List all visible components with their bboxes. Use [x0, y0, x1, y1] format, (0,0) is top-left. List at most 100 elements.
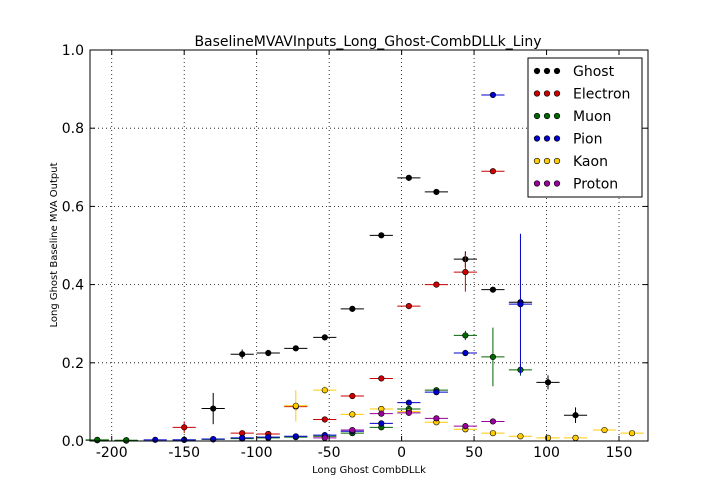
legend-entry-muon: Muon	[533, 109, 611, 125]
legend-label: Electron	[573, 87, 630, 103]
legend-marker	[553, 157, 561, 165]
x-tick-label: -100	[241, 445, 273, 461]
data-point	[544, 434, 552, 441]
data-point	[489, 91, 497, 99]
data-point	[292, 402, 299, 409]
y-tick-label: 0.6	[62, 199, 84, 215]
data-point	[572, 412, 579, 419]
x-tick-label: -200	[96, 445, 128, 461]
x-tick-label: 0	[397, 445, 406, 461]
legend-marker	[543, 157, 551, 165]
data-point	[321, 334, 328, 341]
legend-marker	[553, 112, 561, 120]
legend-marker	[533, 112, 541, 120]
data-point	[292, 345, 299, 352]
data-point	[321, 434, 328, 441]
legend-marker	[533, 157, 541, 165]
data-point	[265, 433, 272, 441]
data-point	[462, 332, 469, 339]
x-tick-label: 50	[465, 445, 483, 461]
y-tick-label: 0.2	[62, 356, 84, 372]
data-point	[239, 351, 246, 358]
legend-label: Muon	[573, 109, 611, 125]
data-point	[349, 392, 356, 400]
data-point	[239, 434, 246, 441]
legend-entry-kaon: Kaon	[533, 154, 608, 170]
legend-marker	[533, 180, 541, 187]
y-tick-label: 0.8	[62, 121, 84, 137]
data-point	[489, 168, 497, 175]
legend-marker	[553, 135, 561, 142]
legend-box	[527, 57, 643, 198]
legend-label: Kaon	[573, 154, 608, 170]
data-point	[210, 435, 217, 443]
data-point	[123, 437, 130, 444]
data-point	[405, 303, 412, 310]
data-point	[433, 281, 440, 288]
data-point	[292, 433, 299, 440]
y-axis-label: Long Ghost Baseline MVA Output	[49, 162, 60, 327]
x-tick-label: -50	[318, 445, 341, 461]
legend: Ghost Electron Muon Pion Kaon Proton	[527, 57, 643, 198]
data-point	[349, 411, 356, 418]
y-tick-label: 0.4	[62, 278, 84, 294]
data-point	[405, 174, 412, 181]
x-tick-label: 100	[533, 445, 560, 461]
plot-border	[89, 49, 649, 442]
data-point	[489, 430, 497, 437]
axis-ticks: -200 -150 -100 -50 0 50 100 150 0.0 0.2 0.4 0.6 0.8 1…	[62, 43, 648, 461]
data-point	[349, 305, 356, 312]
legend-entry-pion: Pion	[533, 132, 602, 148]
legend-marker	[533, 90, 541, 97]
data-point	[433, 389, 440, 396]
legend-entry-proton: Proton	[533, 177, 618, 193]
data-point	[517, 301, 524, 308]
data-point	[544, 379, 552, 386]
legend-label: Proton	[573, 177, 618, 193]
data-point	[265, 349, 272, 357]
data-point	[210, 405, 217, 412]
data-point	[321, 387, 328, 394]
data-point	[601, 426, 608, 434]
legend-marker	[553, 67, 561, 75]
legend-marker	[543, 90, 551, 97]
data-point	[489, 418, 497, 425]
x-tick-label: 150	[606, 445, 633, 461]
legend-marker	[533, 67, 541, 75]
data-point	[378, 410, 385, 417]
data-point	[628, 430, 636, 437]
data-point	[489, 286, 497, 293]
data-point	[405, 399, 412, 406]
x-axis-label: Long Ghost CombDLLk	[312, 465, 426, 476]
data-point	[462, 349, 469, 357]
data-point	[462, 423, 469, 430]
data-point	[94, 436, 101, 443]
legend-marker	[543, 67, 551, 75]
legend-marker	[553, 180, 561, 187]
legend-marker	[543, 112, 551, 120]
legend-entry-electron: Electron	[533, 87, 630, 103]
data-point	[462, 268, 469, 276]
data-point	[378, 420, 385, 427]
legend-marker	[533, 135, 541, 142]
data-point	[378, 232, 385, 239]
data-point	[181, 424, 188, 431]
chart-title: BaselineMVAVInputs_Long_Ghost-CombDLLk_L…	[194, 34, 541, 50]
data-point	[489, 353, 497, 361]
legend-label: Pion	[573, 132, 602, 148]
legend-label: Ghost	[573, 64, 615, 80]
series-proton	[313, 409, 505, 441]
y-tick-label: 0.0	[62, 434, 84, 450]
y-tick-label: 1.0	[62, 43, 84, 59]
data-point	[433, 188, 440, 196]
legend-marker	[553, 90, 561, 97]
data-point	[349, 426, 356, 434]
legend-marker	[543, 180, 551, 187]
data-point	[572, 434, 579, 441]
data-point	[152, 436, 159, 443]
data-point	[321, 416, 328, 423]
legend-marker	[543, 135, 551, 142]
legend-entry-ghost: Ghost	[533, 64, 615, 80]
data-point	[517, 433, 524, 440]
